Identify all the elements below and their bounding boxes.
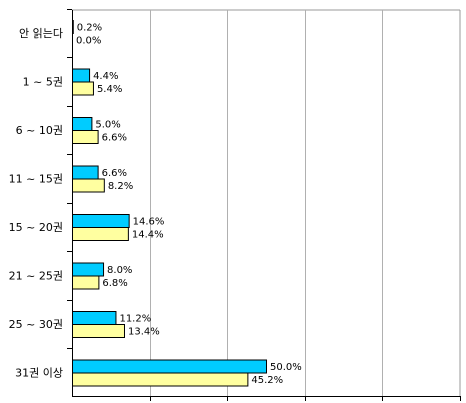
bar — [72, 359, 267, 374]
bar — [72, 262, 105, 277]
data-label: 5.0% — [95, 120, 120, 131]
data-label: 45.2% — [251, 375, 283, 386]
bar — [72, 68, 91, 83]
bar — [72, 372, 249, 387]
data-label: 6.6% — [102, 168, 127, 179]
bar — [72, 275, 100, 290]
category-label: 6 ~ 10권 — [16, 124, 63, 137]
data-label: 5.4% — [97, 84, 122, 95]
bar — [72, 227, 129, 241]
bar — [72, 178, 105, 193]
data-label: 13.4% — [128, 327, 160, 338]
bar — [72, 324, 125, 338]
data-label: 50.0% — [270, 362, 302, 373]
bar — [72, 117, 93, 131]
grid-lines — [72, 9, 461, 396]
category-label: 25 ~ 30권 — [9, 318, 63, 331]
data-label: 14.6% — [133, 217, 165, 228]
bars — [72, 20, 267, 387]
bar — [72, 81, 94, 96]
bar — [72, 130, 99, 144]
bar — [72, 311, 117, 325]
data-label: 11.2% — [119, 314, 151, 325]
bar — [72, 214, 130, 228]
data-label: 8.2% — [108, 181, 133, 192]
data-label: 8.0% — [107, 265, 132, 276]
axes — [67, 9, 461, 401]
data-label: 4.4% — [93, 71, 118, 82]
data-label: 14.4% — [132, 230, 164, 241]
category-label: 31권 이상 — [15, 367, 63, 380]
bar — [72, 165, 99, 180]
category-label: 11 ~ 15권 — [9, 173, 63, 186]
category-label: 15 ~ 20권 — [9, 221, 63, 234]
data-label: 0.2% — [77, 23, 102, 34]
labels: 0.2% 0.0% 안 읽는다 4.4% 5.4% 1 ~ 5권 5.0% 6.6% 6 ~ 1… — [9, 23, 302, 387]
category-label: 21 ~ 25권 — [9, 270, 63, 283]
data-label: 6.6% — [102, 133, 127, 144]
category-label: 안 읽는다 — [19, 27, 63, 40]
data-label: 0.0% — [76, 36, 101, 47]
category-label: 1 ~ 5권 — [23, 76, 63, 89]
data-label: 6.8% — [102, 278, 127, 289]
